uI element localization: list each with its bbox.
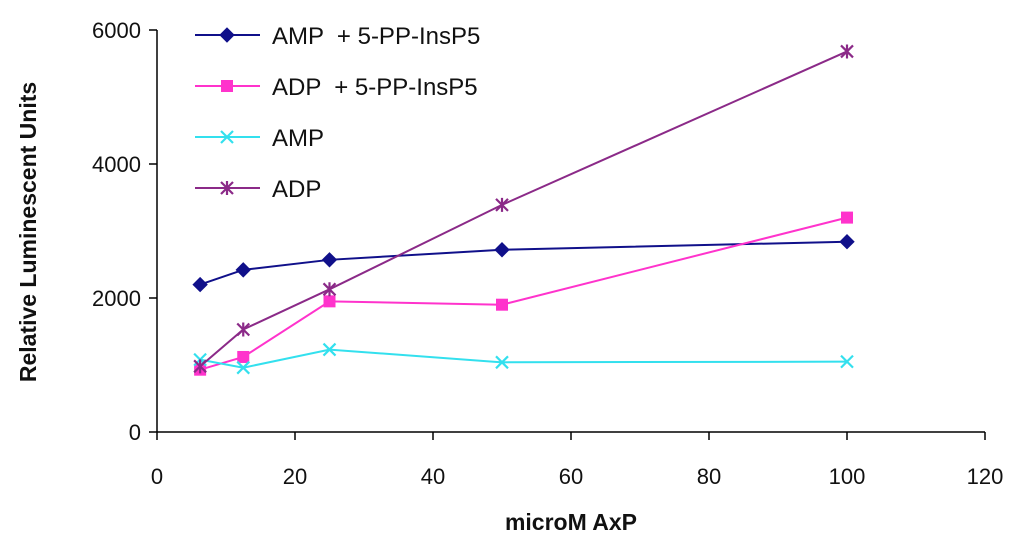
legend-marker <box>219 27 235 43</box>
x-axis-ticks: 0 20 40 60 80 100 120 <box>151 432 1003 489</box>
x-tick-label: 40 <box>421 464 445 489</box>
legend-item-amp: AMP <box>195 125 324 152</box>
data-point <box>193 359 207 374</box>
legend-item-amp-5-pp-insp5: AMP + 5-PP-InsP5 <box>195 23 480 50</box>
legend-label: ADP <box>272 176 321 203</box>
y-axis-title: Relative Luminescent Units <box>15 82 41 382</box>
y-tick-label: 6000 <box>92 18 141 43</box>
data-point <box>840 44 854 59</box>
data-point <box>496 298 508 311</box>
series-line <box>199 240 848 286</box>
data-point <box>494 242 510 258</box>
x-tick-label: 120 <box>967 464 1004 489</box>
x-tick-label: 60 <box>559 464 583 489</box>
data-point <box>841 211 853 224</box>
legend-item-adp-5-pp-insp5: ADP + 5-PP-InsP5 <box>195 74 478 101</box>
legend-label: ADP + 5-PP-InsP5 <box>272 74 478 101</box>
legend-label: AMP <box>272 125 324 152</box>
data-point <box>495 197 509 212</box>
y-tick-label: 2000 <box>92 286 141 311</box>
data-point <box>322 342 337 357</box>
data-point <box>840 354 854 369</box>
x-tick-label: 80 <box>697 464 721 489</box>
legend-marker <box>220 130 234 144</box>
legend-label: AMP + 5-PP-InsP5 <box>272 23 480 50</box>
data-point <box>839 234 855 250</box>
legend-item-adp: ADP <box>195 176 321 203</box>
data-point <box>322 282 337 297</box>
series-adp <box>193 44 854 374</box>
data-point <box>236 360 251 375</box>
y-axis-ticks: 0 2000 4000 6000 <box>92 18 157 445</box>
legend-marker <box>221 80 233 92</box>
x-tick-label: 0 <box>151 464 163 489</box>
x-tick-label: 100 <box>829 464 866 489</box>
series-amp-5-pp-insp5 <box>192 234 855 293</box>
x-axis-title: microM AxP <box>505 509 637 535</box>
series-line <box>199 216 848 371</box>
series-amp <box>193 342 854 375</box>
legend-marker <box>220 181 234 195</box>
data-point <box>321 252 338 268</box>
data-point <box>236 322 251 337</box>
data-point <box>192 276 208 293</box>
x-tick-label: 20 <box>283 464 307 489</box>
data-point <box>323 295 336 308</box>
y-tick-label: 4000 <box>92 152 141 177</box>
data-point <box>237 350 250 363</box>
y-tick-label: 0 <box>129 420 141 445</box>
series-line <box>199 348 848 369</box>
series-layer <box>192 44 855 376</box>
data-point <box>235 262 251 278</box>
data-point <box>495 355 509 370</box>
series-adp-5-pp-insp5 <box>194 211 853 376</box>
legend: AMP + 5-PP-InsP5 ADP + 5-PP-InsP5 AMP ADP <box>195 23 480 203</box>
